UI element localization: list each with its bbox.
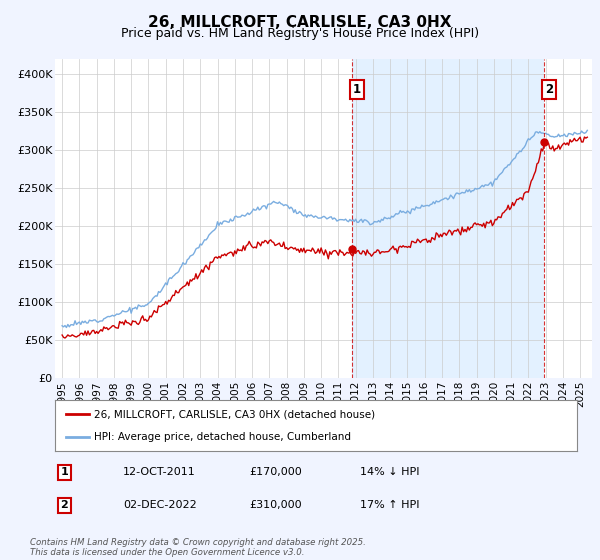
Text: 2: 2 xyxy=(61,500,68,510)
Text: 1: 1 xyxy=(61,467,68,477)
Text: £310,000: £310,000 xyxy=(249,500,302,510)
Text: Contains HM Land Registry data © Crown copyright and database right 2025.
This d: Contains HM Land Registry data © Crown c… xyxy=(30,538,366,557)
Text: Price paid vs. HM Land Registry's House Price Index (HPI): Price paid vs. HM Land Registry's House … xyxy=(121,27,479,40)
Text: 02-DEC-2022: 02-DEC-2022 xyxy=(123,500,197,510)
Bar xyxy=(352,59,544,378)
Text: £170,000: £170,000 xyxy=(249,467,302,477)
Text: 26, MILLCROFT, CARLISLE, CA3 0HX: 26, MILLCROFT, CARLISLE, CA3 0HX xyxy=(148,15,452,30)
Text: 2: 2 xyxy=(545,83,553,96)
Text: 17% ↑ HPI: 17% ↑ HPI xyxy=(360,500,419,510)
Text: 1: 1 xyxy=(353,83,361,96)
Text: 14% ↓ HPI: 14% ↓ HPI xyxy=(360,467,419,477)
Text: 12-OCT-2011: 12-OCT-2011 xyxy=(123,467,196,477)
Text: 26, MILLCROFT, CARLISLE, CA3 0HX (detached house): 26, MILLCROFT, CARLISLE, CA3 0HX (detach… xyxy=(94,409,376,419)
Text: HPI: Average price, detached house, Cumberland: HPI: Average price, detached house, Cumb… xyxy=(94,432,352,442)
